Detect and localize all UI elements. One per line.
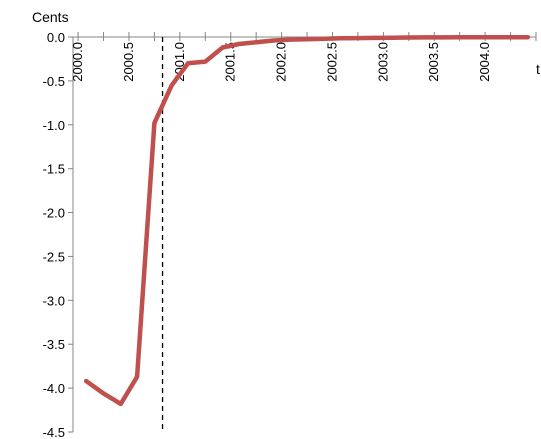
y-tick-label: 0.0: [47, 30, 65, 45]
y-tick-label: -4.5: [43, 425, 65, 439]
y-tick-label: -0.5: [43, 74, 65, 89]
series-group: [83, 34, 531, 407]
y-tick-label: -3.5: [43, 337, 65, 352]
x-tick-label: 2003.5: [426, 42, 441, 82]
x-tick-label: 2000.5: [121, 42, 136, 82]
x-tick-label: 2004.0: [477, 42, 492, 82]
y-tick-label: -3.0: [43, 293, 65, 308]
x-tick-label: 2002.0: [274, 42, 289, 82]
y-tick-label: -1.5: [43, 162, 65, 177]
x-tick-label: 2000.0: [70, 42, 85, 82]
y-axis-title: Cents: [32, 9, 69, 25]
x-tick-label: 2002.5: [324, 42, 339, 82]
x-axis-title: t: [536, 61, 540, 77]
y-tick-label: -2.5: [43, 249, 65, 264]
x-tick-label: 2001.5: [223, 42, 238, 82]
y-tick-label: -1.0: [43, 118, 65, 133]
y-axis: 0.0 -0.5 -1.0 -1.5 -2.0 -2.5 -3.0 -3.5 -4.0 -4.5: [43, 30, 74, 439]
y-tick-label: -4.0: [43, 381, 65, 396]
x-tick-label: 2003.0: [375, 42, 390, 82]
series-line-0: [83, 34, 531, 407]
y-tick-label: -2.0: [43, 206, 65, 221]
